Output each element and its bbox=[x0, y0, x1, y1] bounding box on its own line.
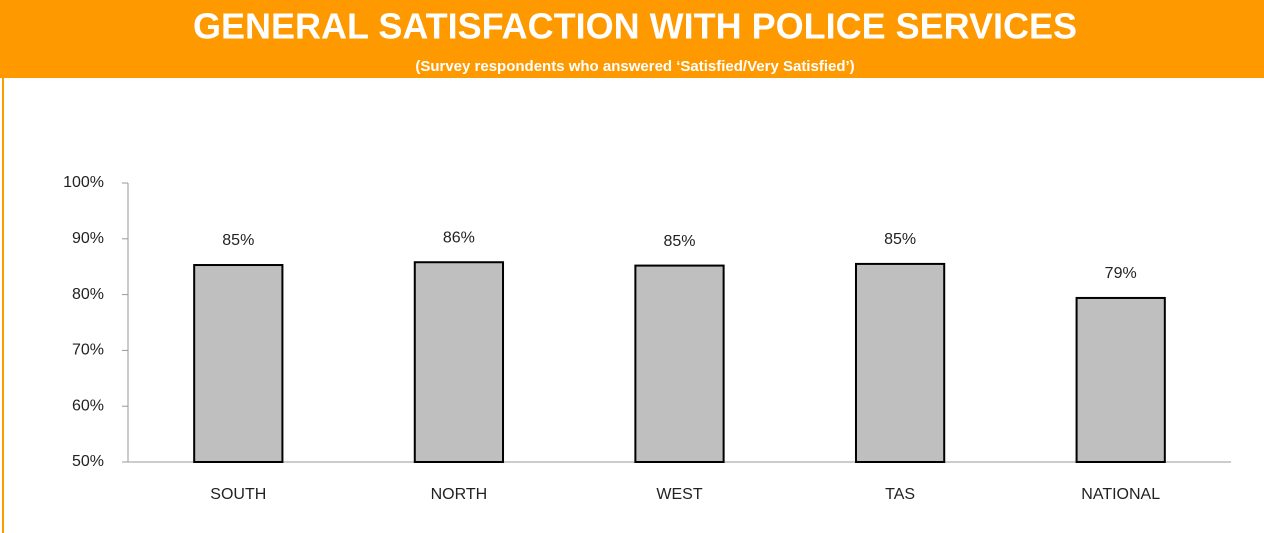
x-tick-label: WEST bbox=[656, 486, 702, 503]
y-tick-label: 100% bbox=[63, 174, 104, 191]
y-tick-label: 90% bbox=[72, 230, 104, 247]
data-label: 86% bbox=[443, 229, 475, 246]
data-label: 85% bbox=[663, 233, 695, 250]
chart-subtitle: (Survey respondents who answered ‘Satisf… bbox=[415, 58, 854, 75]
y-tick-label: 70% bbox=[72, 342, 104, 359]
x-tick-label: SOUTH bbox=[210, 486, 266, 503]
left-rule bbox=[2, 78, 4, 533]
bar bbox=[413, 261, 505, 463]
x-tick-label: TAS bbox=[885, 486, 915, 503]
y-tick-label: 50% bbox=[72, 453, 104, 470]
x-tick-label: NATIONAL bbox=[1081, 486, 1160, 503]
data-label: 85% bbox=[222, 232, 254, 249]
header-band bbox=[0, 0, 1264, 78]
bar bbox=[854, 262, 946, 463]
y-tick-label: 60% bbox=[72, 397, 104, 414]
chart-title: GENERAL SATISFACTION WITH POLICE SERVICE… bbox=[193, 6, 1077, 47]
bar bbox=[1075, 296, 1166, 463]
x-tick-label: NORTH bbox=[431, 486, 488, 503]
data-label: 79% bbox=[1105, 265, 1137, 282]
bar bbox=[193, 264, 284, 463]
data-label: 85% bbox=[884, 231, 916, 248]
bar bbox=[634, 264, 725, 464]
y-tick-label: 80% bbox=[72, 286, 104, 303]
